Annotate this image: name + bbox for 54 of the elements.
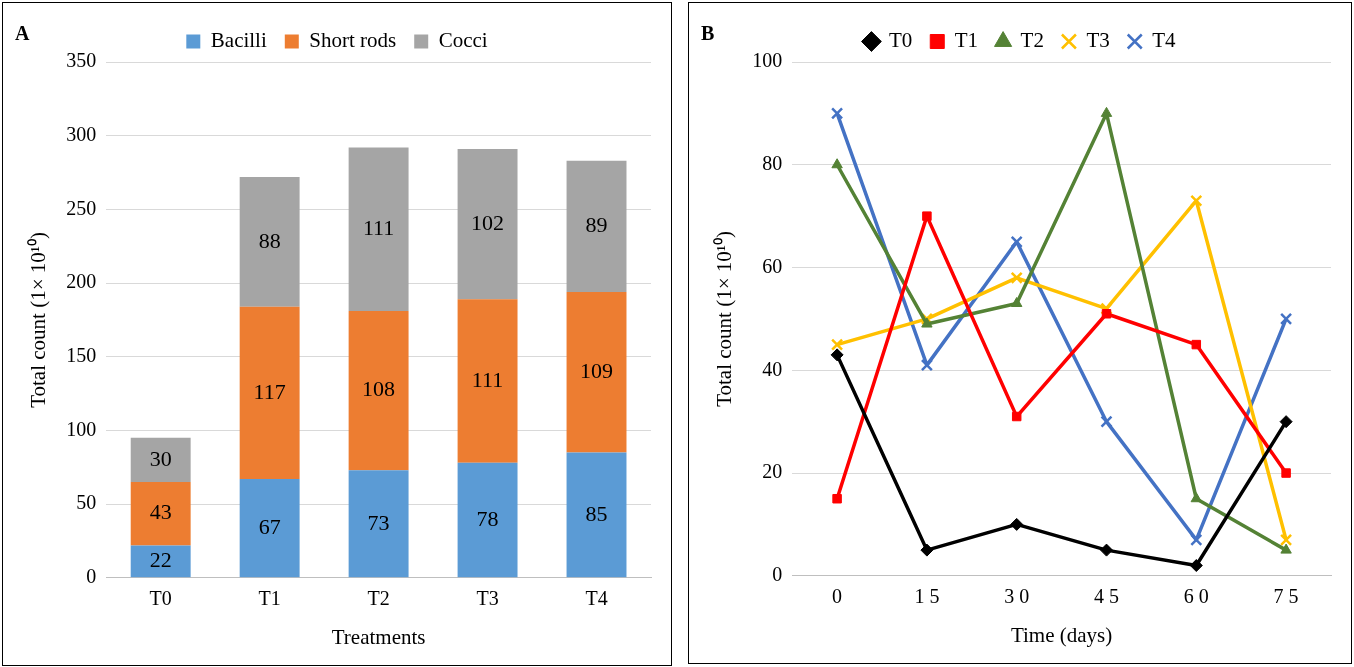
y-tick-label: 100 bbox=[66, 417, 97, 440]
legend-label: Short rods bbox=[309, 28, 397, 53]
x-tick-label: 6 0 bbox=[1183, 585, 1209, 608]
data-label: 109 bbox=[580, 358, 614, 383]
data-label: 30 bbox=[149, 445, 172, 471]
legend-label: T2 bbox=[1020, 28, 1044, 53]
data-label: 85 bbox=[585, 500, 608, 526]
legend-label: T1 bbox=[954, 28, 979, 53]
x-tick-label: 0 bbox=[832, 585, 843, 608]
y-tick-label: 80 bbox=[762, 152, 783, 175]
y-tick-label: 50 bbox=[76, 491, 97, 514]
x-axis-title: Time (days) bbox=[1010, 622, 1113, 647]
data-label: 88 bbox=[258, 227, 281, 253]
data-label: 111 bbox=[362, 215, 395, 241]
x-axis-title: Treatments bbox=[331, 624, 426, 649]
legend-label: T4 bbox=[1152, 28, 1177, 53]
y-tick-label: 100 bbox=[752, 49, 783, 72]
data-label: 108 bbox=[362, 376, 396, 402]
data-label: 73 bbox=[367, 509, 390, 535]
x-tick-label: T4 bbox=[585, 587, 608, 610]
legend-label: T0 bbox=[888, 28, 913, 53]
x-tick-label: T2 bbox=[367, 587, 390, 610]
data-label: 102 bbox=[471, 209, 505, 235]
y-tick-label: 0 bbox=[86, 565, 97, 588]
x-tick-label: 7 5 bbox=[1273, 585, 1299, 608]
y-tick-label: 250 bbox=[66, 196, 97, 219]
legend-label: Cocci bbox=[438, 28, 488, 53]
y-tick-label: 150 bbox=[66, 343, 97, 366]
legend-label: T3 bbox=[1086, 28, 1110, 53]
x-tick-label: T0 bbox=[149, 587, 172, 610]
legend-label: Bacilli bbox=[210, 28, 267, 53]
y-tick-label: 60 bbox=[762, 254, 783, 277]
y-tick-label: 300 bbox=[66, 122, 97, 145]
data-label: 89 bbox=[585, 212, 608, 238]
x-tick-label: 3 0 bbox=[1004, 585, 1030, 608]
x-tick-label: T1 bbox=[258, 587, 281, 610]
text: A bbox=[15, 22, 30, 45]
data-label: 78 bbox=[476, 505, 499, 531]
data-label: 111 bbox=[471, 366, 504, 392]
data-label: 22 bbox=[149, 547, 172, 573]
data-label: 43 bbox=[149, 499, 172, 525]
y-tick-label: 200 bbox=[66, 270, 97, 293]
y-tick-label: 40 bbox=[762, 357, 783, 380]
y-axis-title: Total count (1× 10¹⁰) bbox=[26, 231, 51, 408]
text: B bbox=[701, 22, 715, 45]
y-axis-title: Total count (1× 10¹⁰) bbox=[712, 230, 737, 407]
data-label: 117 bbox=[253, 378, 286, 404]
x-tick-label: 4 5 bbox=[1094, 585, 1119, 608]
y-tick-label: 20 bbox=[762, 460, 783, 483]
y-tick-label: 350 bbox=[66, 49, 97, 72]
x-tick-label: T3 bbox=[476, 587, 499, 610]
y-tick-label: 0 bbox=[772, 563, 783, 586]
x-tick-label: 1 5 bbox=[914, 585, 940, 608]
data-label: 67 bbox=[258, 513, 281, 539]
